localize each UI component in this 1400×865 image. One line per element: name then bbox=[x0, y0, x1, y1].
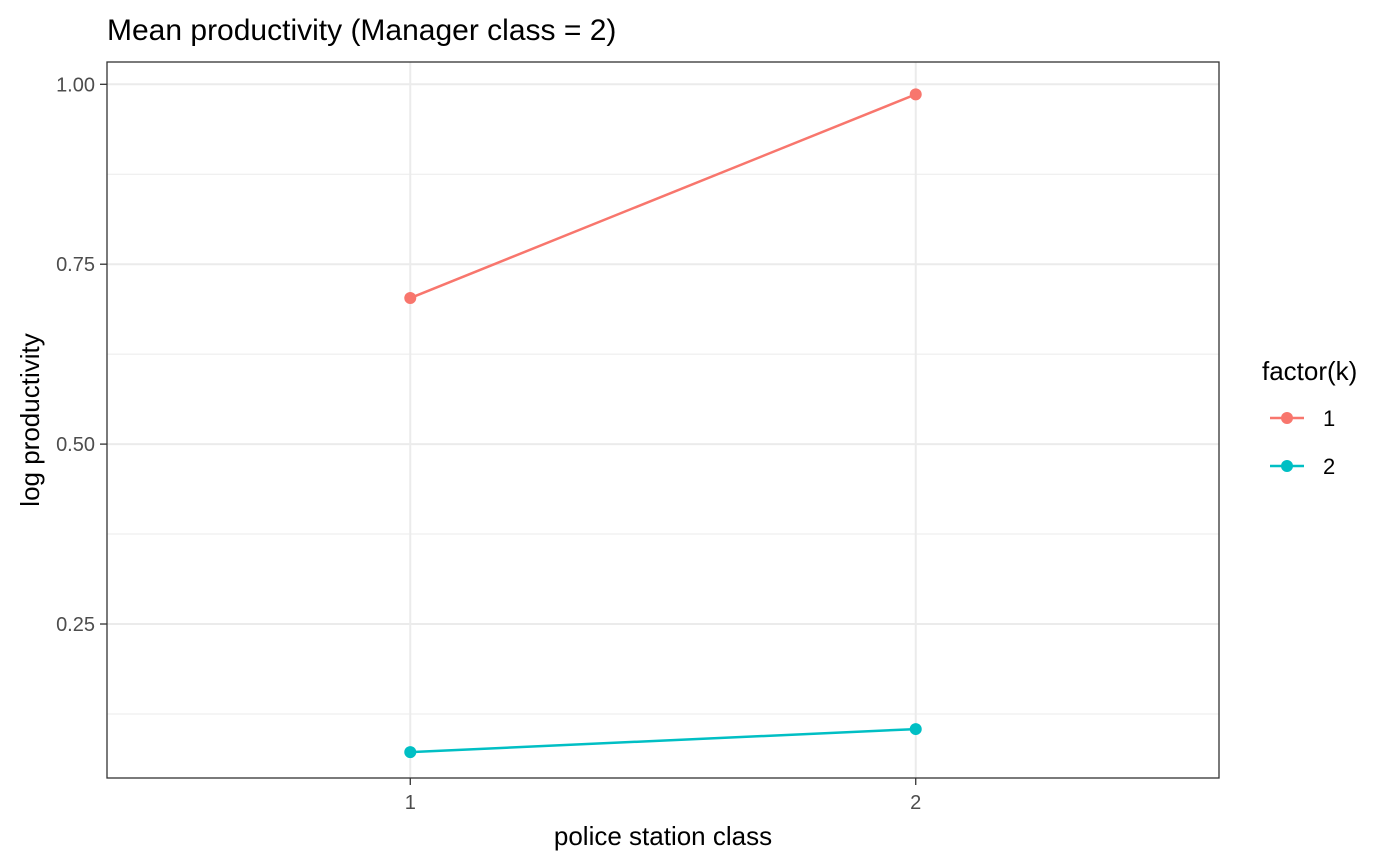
legend-label: 1 bbox=[1323, 406, 1335, 431]
y-axis: 0.25 0.50 0.75 1.00 bbox=[56, 74, 107, 636]
series-1-point bbox=[404, 292, 417, 305]
chart-title: Mean productivity (Manager class = 2) bbox=[107, 14, 616, 47]
y-tick-label: 0.75 bbox=[56, 254, 95, 276]
x-tick-label: 2 bbox=[910, 792, 921, 814]
series-2-point bbox=[404, 746, 417, 759]
panel-border bbox=[106, 61, 1220, 779]
x-axis-title: police station class bbox=[554, 821, 772, 851]
y-tick-label: 0.25 bbox=[56, 614, 95, 636]
y-tick-label: 1.00 bbox=[56, 74, 95, 96]
legend-key-point bbox=[1281, 412, 1293, 424]
y-tick-label: 0.50 bbox=[56, 434, 95, 456]
series-layer bbox=[404, 88, 922, 759]
series-2-point bbox=[909, 723, 922, 736]
y-axis-title: log productivity bbox=[15, 333, 45, 506]
panel-background bbox=[107, 62, 1219, 778]
legend-label: 2 bbox=[1323, 454, 1335, 479]
legend-key-point bbox=[1281, 460, 1293, 472]
minor-grid bbox=[107, 173, 1219, 715]
series-1-point bbox=[909, 88, 922, 101]
major-grid bbox=[107, 62, 1219, 778]
series-1-line bbox=[409, 93, 917, 300]
series-2-line bbox=[410, 727, 916, 754]
x-tick-label: 1 bbox=[405, 792, 416, 814]
legend-title: factor(k) bbox=[1262, 356, 1357, 386]
legend: factor(k) 1 2 bbox=[1262, 356, 1357, 479]
